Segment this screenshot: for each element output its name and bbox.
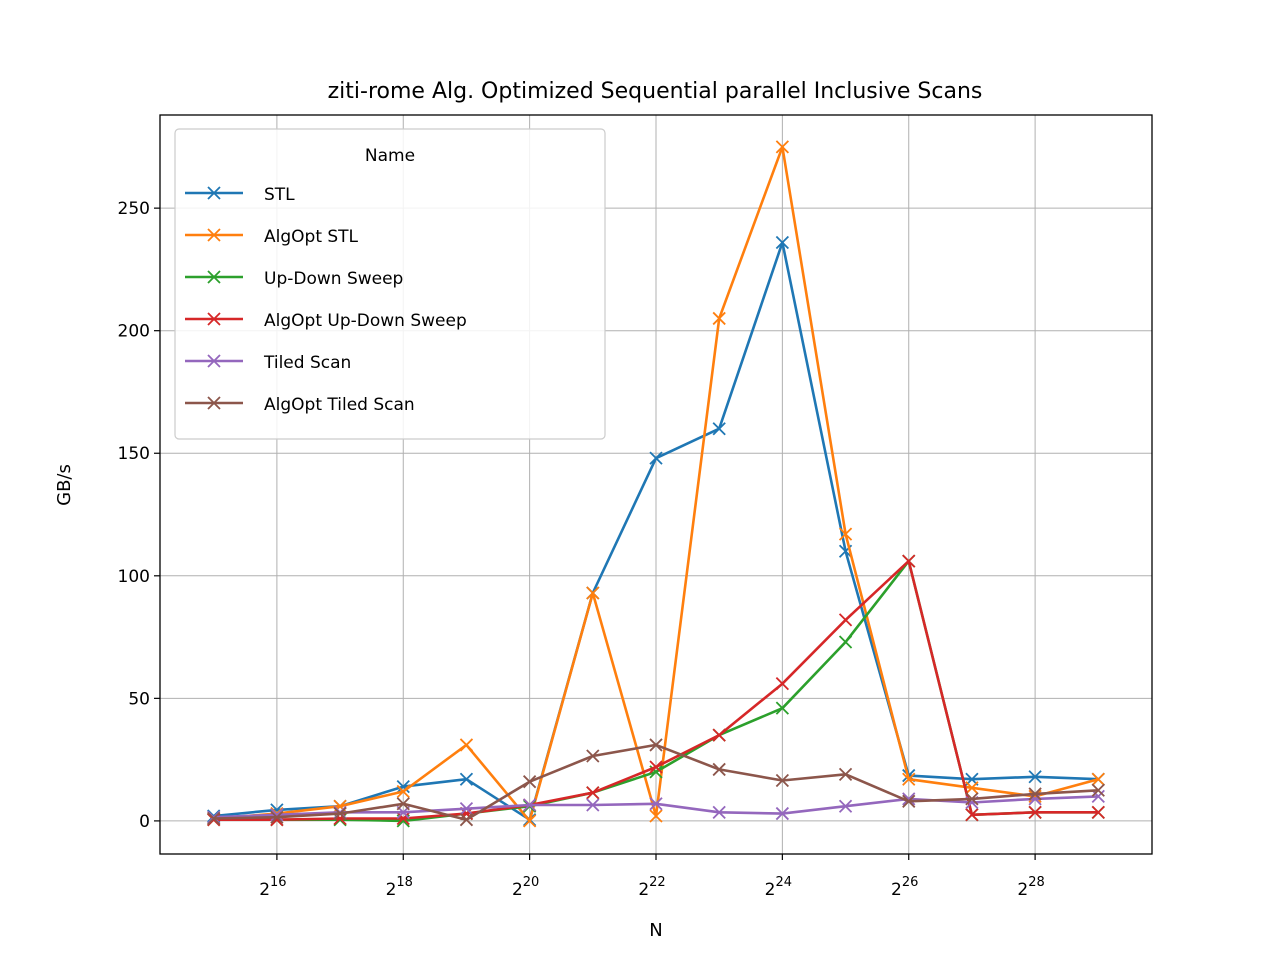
data-point: [396, 779, 410, 794]
data-point: [775, 677, 790, 691]
data-point: [649, 451, 663, 465]
data-point: [1028, 787, 1042, 801]
y-tick-label: 200: [118, 322, 150, 342]
data-point: [902, 794, 916, 808]
data-point: [1091, 772, 1105, 786]
data-point: [459, 802, 474, 816]
legend-label: STL: [264, 185, 295, 205]
data-point: [586, 586, 600, 600]
legend-marker: [207, 312, 221, 326]
data-point: [649, 797, 663, 811]
chart-title: ziti-rome Alg. Optimized Sequential para…: [328, 79, 983, 104]
data-point: [586, 798, 600, 812]
y-tick-label: 50: [128, 689, 150, 709]
data-point: [649, 738, 663, 752]
data-point: [902, 554, 916, 568]
legend-item: Tiled Scan: [185, 353, 351, 373]
data-point: [586, 786, 600, 800]
y-tick-label: 100: [118, 567, 150, 587]
legend-label: AlgOpt Up-Down Sweep: [264, 311, 467, 331]
data-point: [775, 235, 790, 250]
legend-marker: [207, 270, 221, 284]
data-point: [396, 784, 410, 799]
data-point: [522, 775, 537, 789]
data-point: [712, 311, 726, 326]
legend-label: AlgOpt Tiled Scan: [264, 395, 415, 415]
data-point: [522, 798, 537, 812]
data-point: [1028, 770, 1042, 784]
legend-marker: [207, 186, 221, 200]
data-point: [207, 811, 221, 826]
y-tick-label: 250: [118, 199, 150, 219]
data-point: [712, 728, 726, 742]
data-point: [396, 811, 410, 826]
data-point: [333, 806, 347, 821]
legend-label: Tiled Scan: [263, 353, 351, 373]
legend-item: Up-Down Sweep: [185, 269, 403, 289]
data-point: [270, 808, 284, 822]
data-point: [838, 767, 853, 781]
data-point: [1091, 789, 1105, 804]
data-point: [649, 760, 663, 774]
legend-label: AlgOpt STL: [264, 227, 359, 247]
legend-marker: [207, 228, 221, 242]
series-5: [207, 738, 1105, 827]
data-point: [459, 813, 474, 827]
data-point: [522, 814, 537, 828]
data-point: [965, 792, 979, 806]
data-point: [649, 809, 663, 823]
legend-title: Name: [365, 146, 415, 166]
legend-box: [174, 128, 606, 440]
legend-item: AlgOpt STL: [185, 227, 359, 247]
legend-label: Up-Down Sweep: [264, 269, 403, 289]
data-point: [1091, 805, 1105, 819]
data-point: [459, 772, 474, 786]
data-point: [270, 810, 284, 824]
data-point: [902, 772, 916, 786]
y-tick-label: 150: [118, 444, 150, 464]
data-point: [775, 140, 790, 154]
data-point: [838, 799, 853, 813]
data-point: [965, 781, 979, 795]
data-point: [838, 613, 853, 627]
legend-item: AlgOpt Tiled Scan: [185, 395, 415, 415]
y-axis-label: GB/s: [54, 464, 75, 506]
data-point: [1028, 805, 1042, 819]
legend-marker: [207, 396, 221, 410]
data-point: [775, 701, 790, 715]
data-point: [586, 749, 600, 763]
x-axis-label: N: [649, 920, 662, 941]
y-axis: 0 50 100 150 200 250: [118, 199, 160, 832]
data-point: [712, 762, 726, 777]
legend-item: AlgOpt Up-Down Sweep: [185, 311, 467, 331]
data-point: [712, 805, 726, 819]
data-point: [1091, 783, 1105, 797]
series-layer: [207, 140, 1105, 828]
data-point: [775, 806, 790, 821]
legend-item: STL: [185, 185, 295, 205]
data-point: [838, 635, 853, 649]
data-point: [965, 808, 979, 822]
x-axis: 216 218 220 222 224 226 228: [259, 854, 1045, 900]
data-point: [838, 527, 853, 541]
y-tick-label: 0: [139, 812, 150, 832]
data-point: [712, 422, 726, 436]
data-point: [396, 797, 410, 811]
data-point: [902, 792, 916, 806]
data-point: [775, 773, 790, 788]
legend: Name STL AlgOpt STL Up-Down Sweep AlgOpt Up-…: [174, 128, 606, 440]
legend-marker: [207, 354, 221, 368]
data-point: [459, 738, 474, 752]
